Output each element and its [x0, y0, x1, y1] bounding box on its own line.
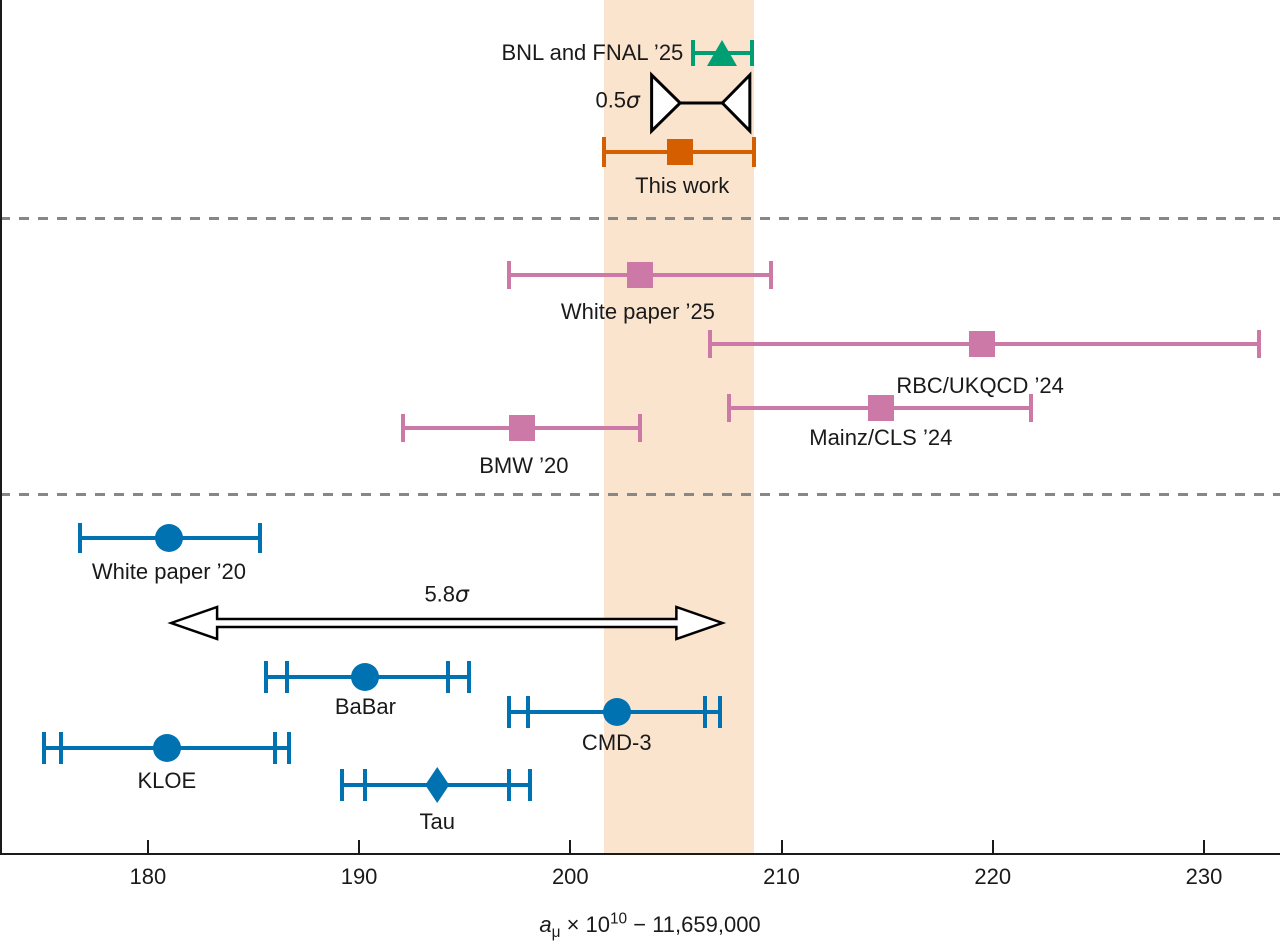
error-cap: [703, 696, 708, 728]
marker-square: [667, 139, 694, 165]
series-label-experiment: BNL and FNAL ’25: [501, 40, 684, 65]
series-label-data-driven: KLOE: [137, 768, 197, 793]
x-axis-title: aμ × 1010 − 11,659,000: [539, 911, 760, 940]
series-label-this-work: This work: [635, 173, 730, 198]
error-cap: [507, 261, 512, 289]
series-label-data-driven: White paper ’20: [91, 559, 247, 584]
section-divider-2: [0, 492, 1280, 496]
error-cap: [526, 696, 531, 728]
error-cap: [1256, 330, 1261, 358]
x-axis-title-part: − 11,659,000: [627, 911, 761, 937]
x-axis-title-part: μ: [551, 924, 561, 942]
series-label-lattice: Mainz/CLS ’24: [809, 425, 953, 450]
x-axis-title-part: × 10: [560, 911, 610, 937]
error-cap: [768, 261, 773, 289]
marker-diamond: [425, 767, 450, 803]
marker-circle: [152, 734, 181, 762]
x-tick: [1202, 840, 1205, 853]
error-cap: [445, 661, 450, 693]
sigma-value: 5.8: [424, 581, 456, 607]
x-tick: [991, 840, 994, 853]
series-label-data-driven: Tau: [419, 809, 455, 834]
error-cap: [1028, 394, 1033, 422]
error-cap: [42, 732, 47, 764]
error-cap: [718, 696, 723, 728]
error-cap: [528, 769, 533, 801]
sigma-value: 0.5: [595, 87, 627, 113]
error-cap: [690, 40, 695, 66]
error-cap: [749, 40, 754, 66]
marker-square: [969, 331, 996, 357]
error-cap: [78, 523, 83, 553]
series-label-lattice: White paper ’25: [560, 299, 715, 324]
series-label-data-driven: CMD-3: [581, 730, 652, 755]
error-cap: [401, 414, 406, 442]
x-tick: [569, 840, 572, 853]
error-cap: [602, 137, 607, 167]
x-tick: [780, 840, 783, 853]
x-tick-label: 180: [129, 864, 167, 889]
error-cap: [257, 523, 262, 553]
x-tick: [146, 840, 149, 853]
error-cap: [340, 769, 345, 801]
error-cap: [726, 394, 731, 422]
x-tick-label: 210: [763, 864, 800, 889]
marker-square: [627, 262, 653, 288]
error-cap: [466, 661, 471, 693]
series-label-lattice: RBC/UKQCD ’24: [896, 373, 1064, 398]
sigma-symbol: σ: [455, 582, 469, 608]
x-tick-label: 190: [340, 864, 378, 889]
section-divider-1: [0, 216, 1280, 220]
error-cap: [507, 769, 512, 801]
series-label-lattice: BMW ’20: [479, 453, 569, 478]
sigma-annotation: 0.5σ: [595, 87, 640, 114]
error-cap: [707, 330, 712, 358]
error-cap: [264, 661, 269, 693]
x-tick-label: 230: [1185, 864, 1223, 889]
x-axis-line: [0, 853, 1280, 855]
x-tick-label: 220: [974, 864, 1012, 889]
x-tick: [358, 840, 361, 853]
marker-square: [867, 395, 894, 421]
error-cap: [272, 732, 277, 764]
marker-circle: [154, 524, 183, 552]
sigma-annotation: 5.8σ: [424, 581, 469, 608]
error-cap: [287, 732, 292, 764]
error-cap: [752, 137, 757, 167]
error-cap: [285, 661, 290, 693]
error-cap: [507, 696, 512, 728]
error-cap: [59, 732, 64, 764]
series-label-data-driven: BaBar: [334, 694, 396, 719]
error-cap: [638, 414, 642, 442]
marker-circle: [351, 663, 380, 691]
marker-square: [508, 415, 535, 441]
marker-triangle: [707, 40, 738, 66]
error-cap: [363, 769, 368, 801]
x-axis-title-part: a: [539, 911, 552, 937]
x-axis-title-part: 10: [610, 910, 628, 928]
sigma-symbol: σ: [626, 88, 640, 114]
left-spine: [0, 0, 2, 855]
x-tick-label: 200: [551, 864, 589, 889]
marker-circle: [602, 698, 631, 726]
